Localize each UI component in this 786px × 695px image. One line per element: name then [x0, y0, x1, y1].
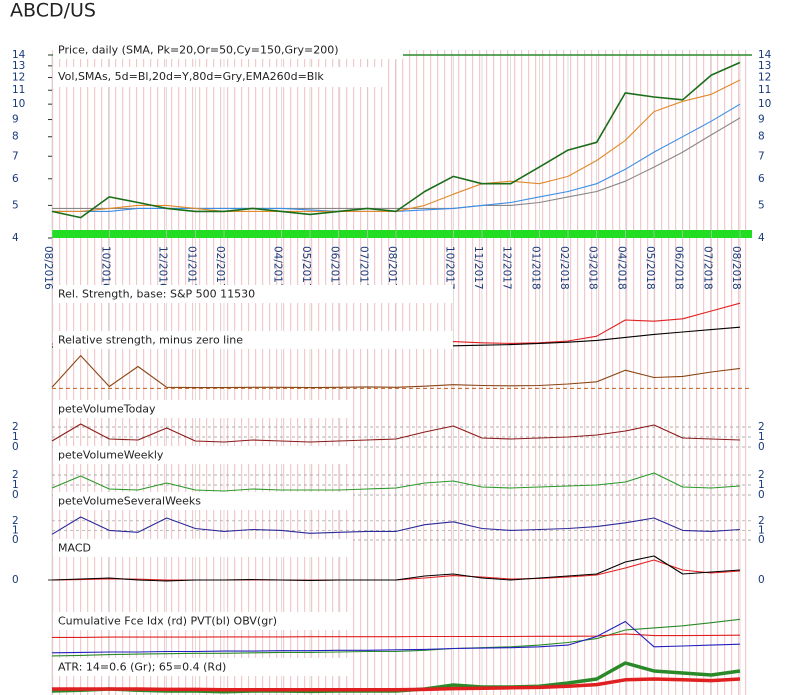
page-title: ABCD/US	[10, 0, 96, 22]
y-tick-label-right: 8	[758, 131, 765, 143]
y-tick-label-right: 2	[758, 421, 765, 433]
x-tick-label: 04/2017	[271, 246, 283, 290]
panel-subtitle: Vol,SMAs, 5d=Bl,20d=Y,80d=Gry,EMA260d=Bl…	[58, 70, 324, 83]
y-tick-label-right: 13	[758, 60, 771, 72]
x-tick-label: 12/2017	[501, 246, 513, 290]
y-tick-label-right: 2	[758, 469, 765, 481]
x-tick-label: 05/2017	[300, 246, 312, 290]
x-tick-label: 12/2016	[157, 246, 169, 290]
y-tick-label-right: 11	[758, 84, 771, 96]
y-tick-label: 13	[12, 60, 25, 72]
y-tick-label-right: 1	[758, 524, 765, 536]
y-tick-label-right: 12	[758, 72, 771, 84]
label-box	[53, 446, 353, 464]
x-tick-label: 06/2018	[673, 246, 685, 290]
y-tick-label: 2	[12, 469, 19, 481]
y-tick-label: 5	[12, 199, 19, 211]
y-tick-label: 1	[12, 479, 19, 491]
x-tick-label: 08/2018	[730, 246, 742, 290]
y-tick-label-right: 1	[758, 479, 765, 491]
x-tick-label: 05/2018	[644, 246, 656, 290]
label-box	[53, 658, 353, 676]
y-tick-label-right: 6	[758, 173, 765, 185]
x-tick-label: 07/2018	[701, 246, 713, 290]
y-tick-label: 0	[12, 441, 19, 453]
label-box	[53, 492, 353, 510]
y-tick-label: 0	[12, 489, 19, 501]
panel-title: Rel. Strength, base: S&P 500 11530	[58, 288, 255, 301]
x-tick-label: 10/2016	[99, 246, 111, 290]
x-tick-label: 06/2017	[329, 246, 341, 290]
series-line	[51, 620, 741, 654]
y-tick-label-right: 2	[758, 515, 765, 527]
y-tick-label-right: 4	[758, 232, 765, 244]
y-tick-label: 9	[12, 114, 19, 126]
panel-title: MACD	[58, 542, 91, 555]
y-tick-label: 2	[12, 421, 19, 433]
x-tick-label: 04/2018	[615, 246, 627, 290]
x-tick-label: 11/2017	[472, 246, 484, 290]
y-tick-label: 8	[12, 131, 19, 143]
y-tick-label-right: 7	[758, 150, 765, 162]
x-tick-label: 02/2018	[558, 246, 570, 290]
label-box	[53, 612, 353, 630]
y-tick-label: 10	[12, 98, 25, 110]
plot-background	[52, 50, 752, 695]
y-tick-label-right: 0	[758, 441, 765, 453]
x-tick-label: 02/2017	[214, 246, 226, 290]
y-tick-label: 4	[12, 232, 19, 244]
panel-title: Relative strength, minus zero line	[58, 334, 243, 347]
panel-title: Cumulative Fce Idx (rd) PVT(bl) OBV(gr)	[58, 615, 277, 628]
series-line	[51, 618, 741, 657]
y-tick-label-right: 10	[758, 98, 771, 110]
series-line	[52, 677, 741, 692]
label-box	[53, 285, 453, 303]
label-box	[53, 331, 453, 349]
x-tick-label: 07/2017	[357, 246, 369, 290]
x-tick-label: 08/2017	[386, 246, 398, 290]
title-box	[0, 0, 500, 23]
y-tick-label: 0	[12, 534, 19, 546]
y-tick-label: 14	[12, 49, 26, 61]
y-tick-label: 1	[12, 431, 19, 443]
y-tick-label-right: 0	[758, 574, 765, 586]
y-tick-label-right: 1	[758, 431, 765, 443]
series-line	[51, 472, 741, 492]
series-line	[51, 423, 741, 443]
x-tick-label: 10/2017	[443, 246, 455, 290]
y-tick-label-right: 0	[758, 489, 765, 501]
volume-band	[52, 230, 752, 238]
y-tick-label: 6	[12, 173, 19, 185]
label-box	[53, 539, 353, 557]
y-tick-label: 1	[12, 524, 19, 536]
label-box	[53, 67, 383, 87]
y-tick-label-right: 0	[758, 534, 765, 546]
panel-title: peteVolumeWeekly	[58, 449, 164, 462]
x-tick-label: 03/2018	[587, 246, 599, 290]
y-tick-label: 11	[12, 84, 25, 96]
series-line	[51, 355, 741, 389]
x-tick-label: 08/2016	[42, 246, 54, 290]
panel-title: ATR: 14=0.6 (Gr); 65=0.4 (Rd)	[58, 661, 226, 674]
series-line	[51, 516, 741, 535]
y-tick-label: 0	[12, 574, 19, 586]
panel-title: peteVolumeSeveralWeeks	[58, 495, 201, 508]
y-tick-label-right: 5	[758, 199, 765, 211]
y-tick-label-right: 14	[758, 49, 772, 61]
label-box	[53, 41, 403, 59]
label-box	[53, 400, 353, 418]
series-line	[51, 555, 741, 582]
y-tick-label: 7	[12, 150, 19, 162]
series-line	[52, 633, 741, 638]
y-tick-label: 2	[12, 515, 19, 527]
series-line	[51, 61, 741, 219]
panel-title: peteVolumeToday	[58, 403, 156, 416]
x-tick-label: 01/2017	[185, 246, 197, 290]
x-tick-label: 01/2018	[529, 246, 541, 290]
y-tick-label-right: 9	[758, 114, 765, 126]
y-tick-label: 12	[12, 72, 25, 84]
panel-title: Price, daily (SMA, Pk=20,Or=50,Cy=150,Gr…	[58, 44, 339, 57]
